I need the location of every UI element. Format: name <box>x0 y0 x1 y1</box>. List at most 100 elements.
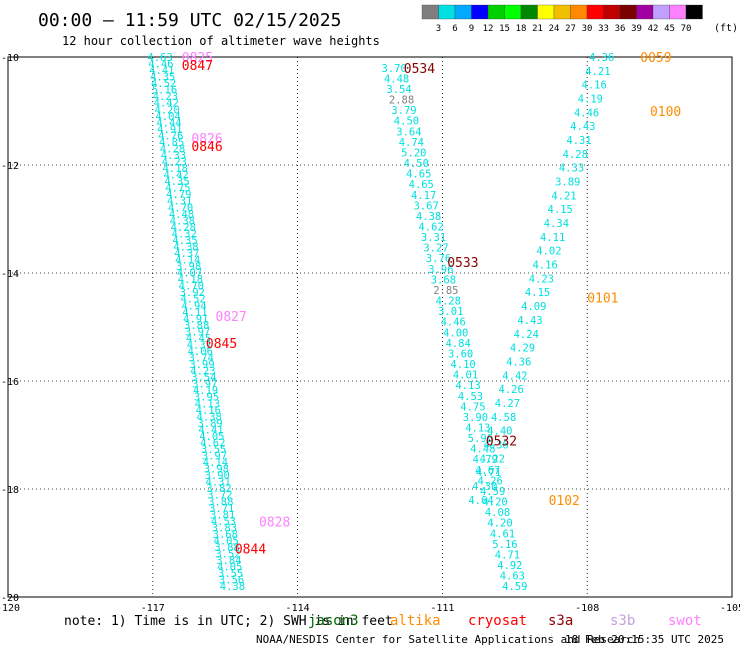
wave-height-point: 4.38 <box>416 211 441 223</box>
wave-height-point: 3.60 <box>448 348 473 360</box>
wave-height-point: 3.88 <box>214 542 239 554</box>
color-scale-tick: 24 <box>549 24 560 34</box>
wave-height-point: 4.48 <box>470 444 495 456</box>
color-swatch <box>537 4 555 20</box>
wave-height-point: 4.44 <box>156 117 181 129</box>
wave-height-point: 4.52 <box>180 294 205 306</box>
wave-height-point: 4.06 <box>188 346 213 358</box>
wave-height-point: 4.05 <box>199 431 224 443</box>
wave-height-point: 3.01 <box>438 306 463 318</box>
color-scale-tick: 21 <box>532 24 543 34</box>
color-scale-tick: 36 <box>615 24 626 34</box>
wave-height-point: 4.14 <box>175 255 200 267</box>
wave-height-point: 3.56 <box>219 575 244 587</box>
wave-height-point: 3.99 <box>189 359 214 371</box>
wave-height-point: 3.90 <box>463 412 488 424</box>
wave-height-point: 4.31 <box>167 196 192 208</box>
wave-height-point: 3.88 <box>208 496 233 508</box>
wave-height-point: 3.64 <box>396 126 421 138</box>
satellite-legend-entry: altika <box>390 613 441 629</box>
wave-height-point: 3.27 <box>423 243 448 255</box>
wave-height-point: 3.98 <box>176 261 201 273</box>
wave-height-point: 2.88 <box>389 95 414 107</box>
x-tick-label: -120 <box>0 603 20 614</box>
wave-height-point: 4.40 <box>487 426 512 438</box>
wave-height-point: 3.90 <box>205 470 230 482</box>
satellite-legend-entry: jason3 <box>308 613 359 629</box>
wave-height-point: 3.72 <box>207 490 232 502</box>
wave-height-point: 4.11 <box>540 232 565 244</box>
wave-height-point: 3.92 <box>180 287 205 299</box>
wave-height-point: 4.65 <box>409 179 434 191</box>
footer-timestamp: 18 Feb 20:15:35 UTC 2025 <box>565 633 724 646</box>
wave-height-point: 3.83 <box>212 522 237 534</box>
wave-height-point: 4.84 <box>446 338 471 350</box>
wave-height-point: 4.74 <box>399 137 424 149</box>
pass-time-label: 0059 <box>640 51 671 66</box>
wave-height-point: 4.50 <box>394 116 419 128</box>
color-swatch <box>504 4 522 20</box>
wave-height-point: 4.53 <box>211 516 236 528</box>
color-swatch <box>603 4 621 20</box>
wave-height-point: 3.54 <box>386 84 411 96</box>
wave-height-point: 4.13 <box>465 423 490 435</box>
pass-time-label: 0102 <box>549 494 580 509</box>
color-scale-unit: (ft) <box>714 23 738 34</box>
pass-time-label: 0101 <box>587 291 618 306</box>
wave-height-point: 4.59 <box>480 486 505 498</box>
color-swatch <box>438 4 456 20</box>
wave-height-point: 4.43 <box>517 315 542 327</box>
color-scale-tick: 12 <box>483 24 494 34</box>
wave-height-point: 3.97 <box>185 326 210 338</box>
wave-height-point: 4.23 <box>529 273 554 285</box>
color-swatch <box>487 4 505 20</box>
wave-height-point: 3.55 <box>218 568 243 580</box>
wave-height-point: 3.97 <box>202 451 227 463</box>
wave-height-point: 4.41 <box>149 65 174 77</box>
wave-height-point: 4.35 <box>164 176 189 188</box>
wave-height-point: 4.45 <box>186 333 211 345</box>
color-scale-tick: 45 <box>664 24 675 34</box>
color-scale-tick: 15 <box>499 24 510 34</box>
wave-height-point: 3.67 <box>413 200 438 212</box>
wave-height-point: 3.84 <box>216 555 241 567</box>
footer-credit: NOAA/NESDIS Center for Satellite Applica… <box>256 633 640 646</box>
color-swatch <box>669 4 687 20</box>
color-swatch <box>685 4 703 20</box>
wave-height-point: 5.16 <box>492 539 517 551</box>
color-swatch <box>471 4 489 20</box>
wave-height-point: 4.50 <box>404 158 429 170</box>
wave-height-point: 4.46 <box>441 317 466 329</box>
wave-height-point: 5.16 <box>152 85 177 97</box>
wave-height-point: 4.42 <box>502 370 527 382</box>
color-swatch <box>454 4 472 20</box>
wave-height-point: 4.38 <box>170 215 195 227</box>
x-tick-label: -114 <box>286 603 310 614</box>
wave-height-point: 4.08 <box>485 507 510 519</box>
pass-time-label: 0533 <box>447 256 478 271</box>
wave-height-point: 4.94 <box>181 300 206 312</box>
wave-height-point: 5.20 <box>401 147 426 159</box>
wave-height-point: 4.43 <box>570 121 595 133</box>
color-scale-tick: 27 <box>565 24 576 34</box>
x-tick-label: -105 <box>720 603 740 614</box>
wave-height-point: 4.37 <box>174 248 199 260</box>
wave-height-point: 4.79 <box>166 189 191 201</box>
color-swatch <box>636 4 654 20</box>
color-swatch <box>520 4 538 20</box>
wave-height-point: 4.26 <box>499 384 524 396</box>
pass-time-label: 0844 <box>235 542 266 557</box>
color-swatch <box>553 4 571 20</box>
wave-height-point: 3.68 <box>431 274 456 286</box>
y-tick-label: -20 <box>1 593 19 604</box>
wave-height-point: 3.74 <box>189 353 214 365</box>
wave-height-point: 4.70 <box>179 281 204 293</box>
wave-height-point: 3.70 <box>381 63 406 75</box>
satellite-legend-entry: s3a <box>548 613 573 629</box>
wave-height-point: 4.30 <box>472 481 497 493</box>
pass-time-label: 0826 <box>191 132 222 147</box>
y-tick-label: -14 <box>1 269 19 280</box>
wave-height-point: 4.05 <box>217 562 242 574</box>
wave-height-point: 4.16 <box>532 260 557 272</box>
x-tick-label: -108 <box>575 603 599 614</box>
